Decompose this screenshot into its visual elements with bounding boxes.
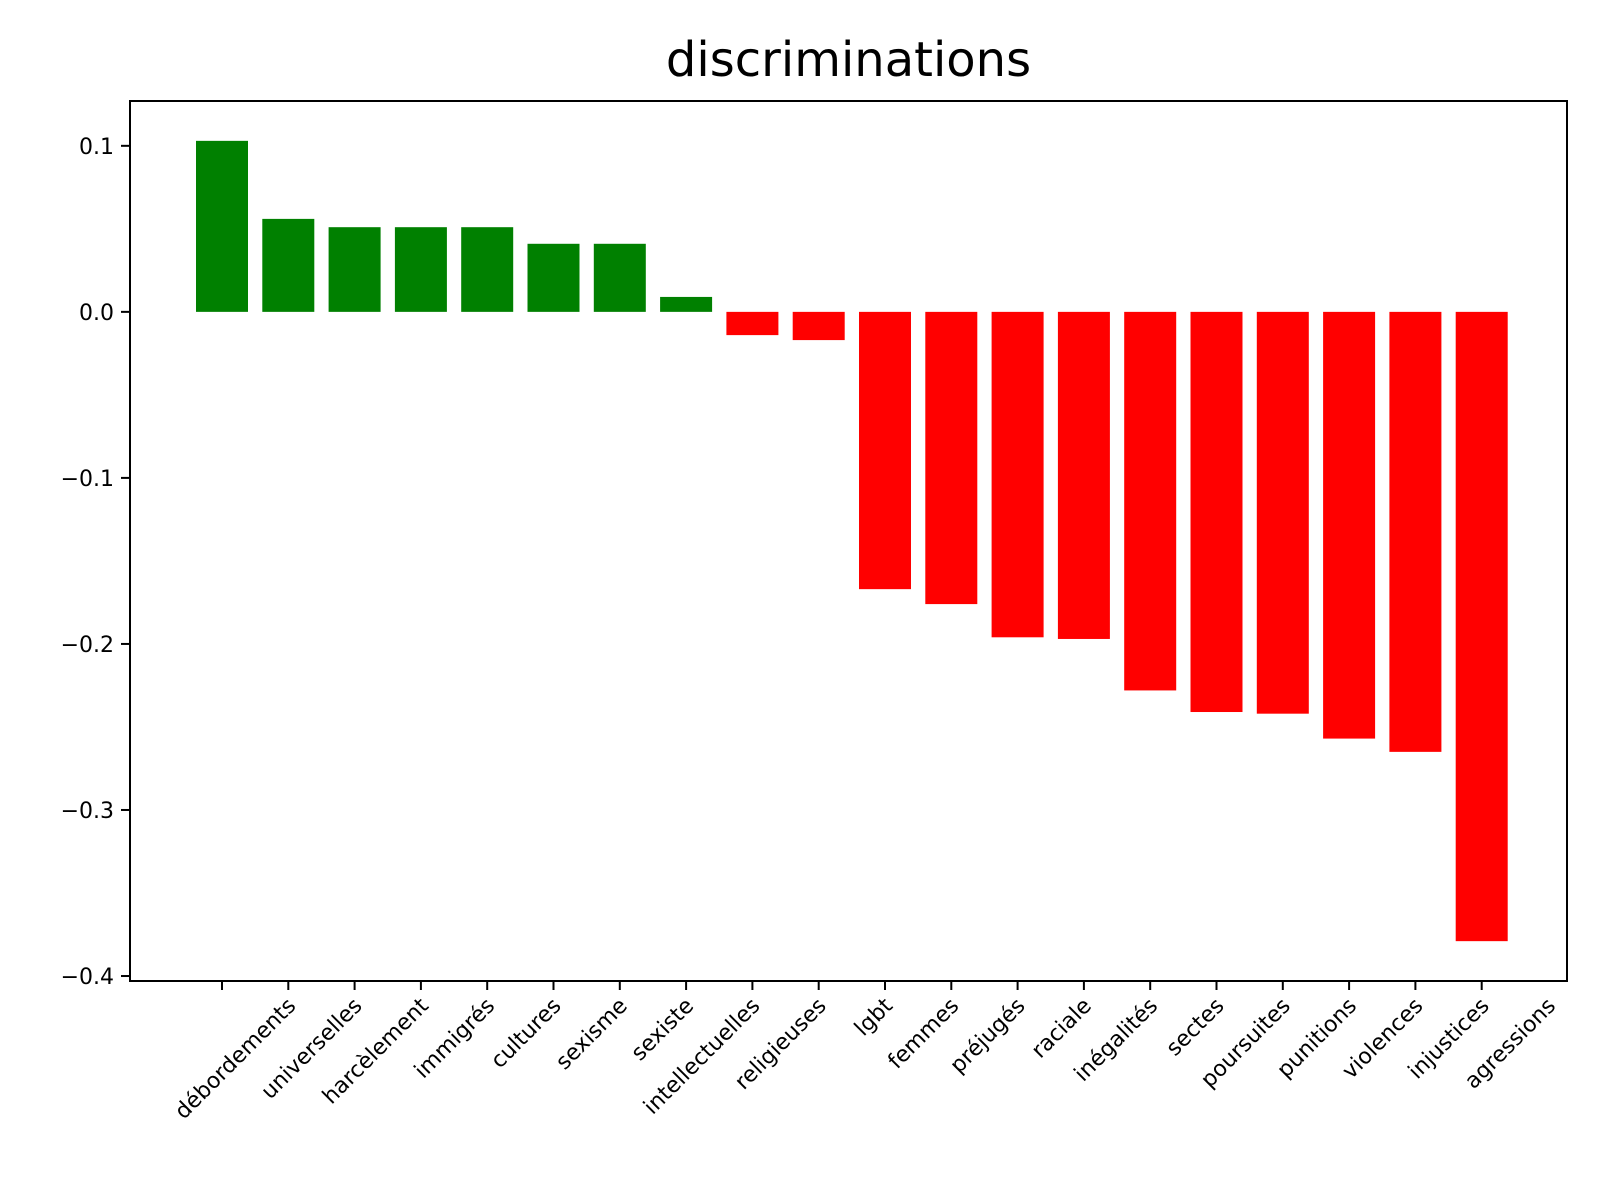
y-tick-label: −0.2 bbox=[61, 633, 114, 658]
bar-sexisme bbox=[527, 243, 580, 312]
chart-title: discriminations bbox=[665, 32, 1032, 88]
bar-intellectuelles bbox=[660, 296, 713, 312]
bar-sectes bbox=[1124, 311, 1177, 691]
y-tick-label: 0.1 bbox=[79, 135, 114, 160]
bar-poursuites bbox=[1190, 311, 1243, 713]
bar-religieuses bbox=[726, 311, 779, 336]
x-tick-label: débordements bbox=[170, 994, 301, 1125]
bar-punitions bbox=[1256, 311, 1309, 714]
bar-préjugés bbox=[925, 311, 978, 605]
bar-cultures bbox=[461, 227, 514, 312]
bar-immigrés bbox=[394, 227, 447, 312]
bars-group bbox=[196, 140, 1508, 942]
bar-harcèlement bbox=[328, 227, 381, 312]
bar-femmes bbox=[859, 311, 911, 590]
x-tick-label: sexisme bbox=[551, 994, 632, 1075]
bar-agressions bbox=[1455, 311, 1508, 942]
bar-injustices bbox=[1389, 311, 1442, 752]
x-axis: débordementsuniversellesharcèlementimmig… bbox=[170, 981, 1561, 1124]
plot-frame bbox=[129, 100, 1568, 982]
bar-sexiste bbox=[593, 243, 646, 312]
y-tick-label: −0.4 bbox=[61, 965, 114, 990]
y-tick-label: −0.1 bbox=[61, 467, 114, 492]
bar-inégalités bbox=[1057, 311, 1110, 639]
bar-débordements bbox=[196, 140, 248, 312]
bar-universelles bbox=[262, 218, 315, 312]
y-tick-label: −0.3 bbox=[61, 799, 114, 824]
bar-violences bbox=[1323, 311, 1376, 739]
bar-raciale bbox=[991, 311, 1044, 638]
y-axis: 0.1 0.0 −0.1 −0.2 −0.3 −0.4 bbox=[61, 135, 130, 990]
x-tick-label: lgbt bbox=[850, 993, 898, 1041]
bar-lgbt bbox=[792, 311, 845, 341]
y-tick-label: 0.0 bbox=[79, 301, 114, 326]
x-tick-label: intellectuelles bbox=[639, 994, 765, 1120]
